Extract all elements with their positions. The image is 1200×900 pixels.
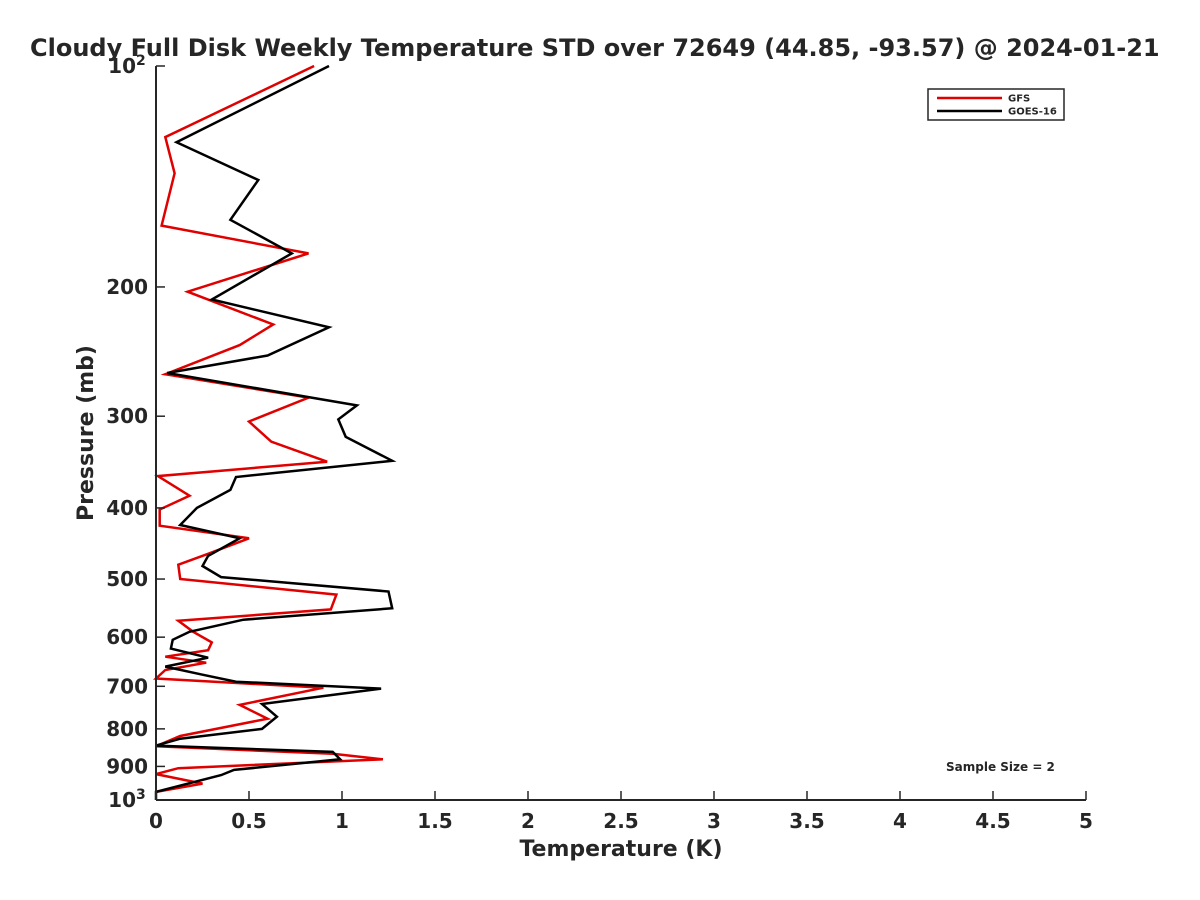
legend-box bbox=[927, 88, 1065, 121]
y-tick-label: 900 bbox=[106, 754, 148, 778]
y-tick-exponent: 2 bbox=[136, 53, 146, 69]
x-ticks: 0 0.5 1 1.5 2 2.5 3 3.5 4 4.5 5 bbox=[149, 791, 1093, 833]
legend-label-goes16: GOES-16 bbox=[1008, 107, 1057, 118]
y-tick-label: 400 bbox=[106, 496, 148, 520]
x-axis-label: Temperature (K) bbox=[519, 837, 722, 862]
series-line-goes16 bbox=[154, 64, 397, 800]
x-tick-label: 2 bbox=[521, 809, 535, 833]
x-tick-label: 2.5 bbox=[603, 809, 638, 833]
y-tick-label: 500 bbox=[106, 567, 148, 591]
x-tick-label: 4 bbox=[893, 809, 907, 833]
y-tick-label: 700 bbox=[106, 674, 148, 698]
plot-area-border bbox=[156, 66, 1086, 800]
series-layer bbox=[152, 64, 397, 800]
y-axis-label: Pressure (mb) bbox=[74, 345, 99, 521]
x-tick-label: 0.5 bbox=[231, 809, 266, 833]
x-tick-label: 5 bbox=[1079, 809, 1093, 833]
series-line-gfs bbox=[152, 64, 384, 794]
y-tick-label: 300 bbox=[106, 404, 148, 428]
y-tick-label: 600 bbox=[106, 625, 148, 649]
y-tick-label: 200 bbox=[106, 275, 148, 299]
sample-size-annotation: Sample Size = 2 bbox=[946, 760, 1055, 774]
x-tick-label: 1 bbox=[335, 809, 349, 833]
y-tick-exponent: 3 bbox=[136, 787, 146, 803]
x-tick-label: 1.5 bbox=[417, 809, 452, 833]
x-tick-label: 3.5 bbox=[789, 809, 824, 833]
y-tick-label: 800 bbox=[106, 717, 148, 741]
x-tick-label: 3 bbox=[707, 809, 721, 833]
y-tick-label: 10 bbox=[108, 54, 136, 78]
x-tick-label: 4.5 bbox=[975, 809, 1010, 833]
y-tick-label: 10 bbox=[108, 788, 136, 812]
legend-label-gfs: GFS bbox=[1008, 94, 1030, 105]
chart-title: Cloudy Full Disk Weekly Temperature STD … bbox=[30, 34, 1160, 62]
x-tick-label: 0 bbox=[149, 809, 163, 833]
legend: GFS GOES-16 bbox=[927, 88, 1065, 121]
